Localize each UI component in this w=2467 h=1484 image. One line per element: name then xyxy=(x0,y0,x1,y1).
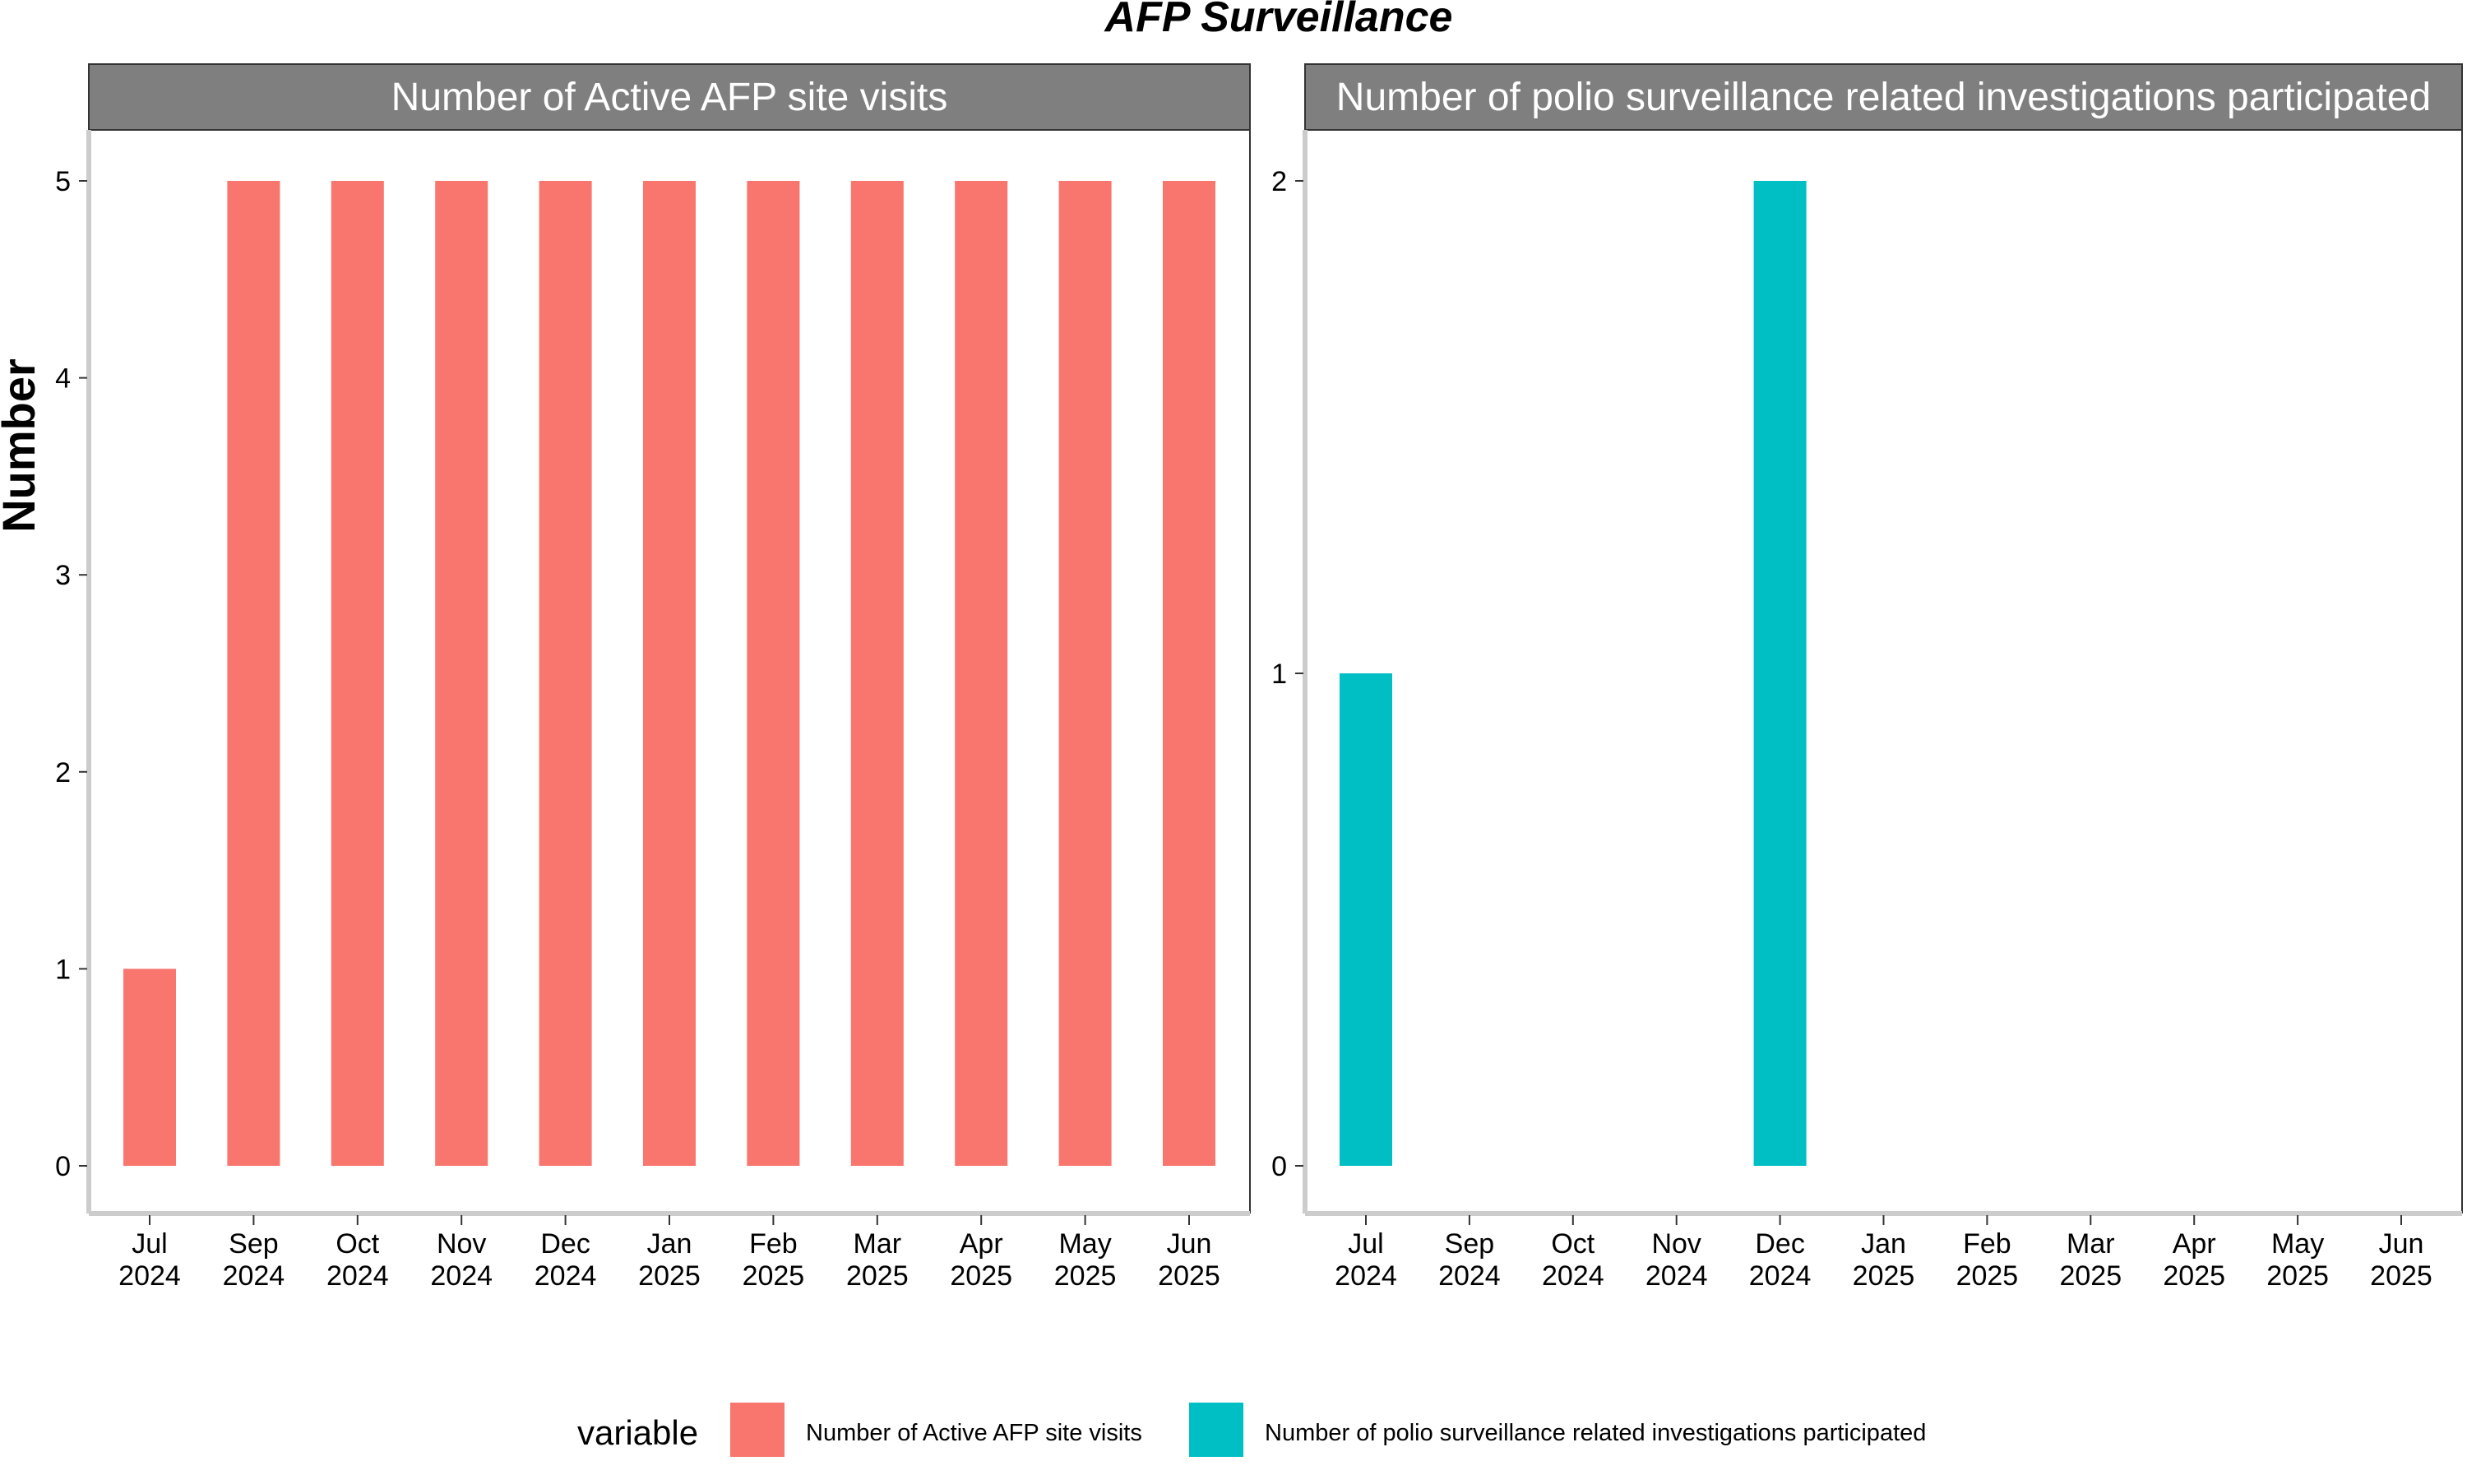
panels: Number of Active AFP site visits 0 1 2 3 4 5 Ju… xyxy=(55,63,2463,1292)
x-tick-label-year: 2025 xyxy=(1853,1260,1915,1292)
panel-2: Number of polio surveillance related inv… xyxy=(1271,63,2463,1292)
x-tick-label-year: 2024 xyxy=(118,1260,181,1292)
bar xyxy=(1340,673,1392,1166)
x-tick-label-month: Jan xyxy=(647,1228,692,1260)
bar xyxy=(747,181,800,1166)
x-tick-label-month: Sep xyxy=(1445,1228,1495,1260)
y-tick-label: 0 xyxy=(55,1151,71,1182)
x-tick-label-month: Nov xyxy=(437,1228,486,1260)
x-tick-label-month: Oct xyxy=(336,1228,379,1260)
x-tick-label-month: Jul xyxy=(132,1228,167,1260)
panel-strip xyxy=(1304,63,2463,131)
x-tick-label-month: Apr xyxy=(960,1228,1003,1260)
panel-strip xyxy=(88,63,1251,131)
x-tick-label-year: 2024 xyxy=(430,1260,493,1292)
y-tick-label: 3 xyxy=(55,560,71,591)
x-tick-label-year: 2025 xyxy=(1956,1260,2019,1292)
panel-strip-label: Number of polio surveillance related inv… xyxy=(1336,76,2431,119)
x-tick-label-year: 2024 xyxy=(1335,1260,1397,1292)
chart-title: AFP Surveillance xyxy=(1104,0,1453,41)
bar xyxy=(435,181,488,1166)
x-tick-label-year: 2025 xyxy=(638,1260,701,1292)
x-tick-label-year: 2025 xyxy=(1054,1260,1117,1292)
x-tick-label-year: 2024 xyxy=(1542,1260,1604,1292)
x-tick-label-month: Dec xyxy=(1755,1228,1804,1260)
x-tick-label-month: May xyxy=(1058,1228,1111,1260)
x-tick-label-month: May xyxy=(2271,1228,2324,1260)
x-tick-label-year: 2025 xyxy=(846,1260,909,1292)
x-tick-label-year: 2025 xyxy=(2163,1260,2225,1292)
bar xyxy=(850,181,904,1166)
legend-label-active-afp: Number of Active AFP site visits xyxy=(806,1420,1142,1446)
panel-1: Number of Active AFP site visits 0 1 2 3 4 5 Ju… xyxy=(55,63,1251,1292)
y-tick-label: 1 xyxy=(55,954,71,985)
y-tick-label: 2 xyxy=(55,757,71,788)
x-tick-label-year: 2024 xyxy=(1645,1260,1708,1292)
bar xyxy=(331,181,384,1166)
y-tick-label: 2 xyxy=(1271,166,1287,197)
bar xyxy=(643,181,696,1166)
panel-strip-label: Number of Active AFP site visits xyxy=(391,76,948,119)
bar xyxy=(955,181,1008,1166)
x-tick-label-year: 2024 xyxy=(326,1260,389,1292)
y-tick-label: 5 xyxy=(55,166,71,197)
bar xyxy=(227,181,280,1166)
x-tick-label-month: Apr xyxy=(2173,1228,2216,1260)
x-tick-label-year: 2025 xyxy=(2370,1260,2432,1292)
legend-key-active-afp xyxy=(730,1403,785,1457)
y-tick-label: 4 xyxy=(55,363,71,395)
y-axis-label: Number xyxy=(0,358,44,533)
x-tick-label-month: Dec xyxy=(540,1228,590,1260)
x-tick-label-month: Jan xyxy=(1861,1228,1906,1260)
x-tick-label-month: Oct xyxy=(1551,1228,1595,1260)
x-tick-label-year: 2025 xyxy=(743,1260,805,1292)
bar xyxy=(123,969,176,1166)
legend-key-polio-investigations xyxy=(1189,1403,1243,1457)
x-tick-label-year: 2025 xyxy=(2059,1260,2122,1292)
x-tick-label-year: 2024 xyxy=(1749,1260,1812,1292)
bar xyxy=(1753,181,1807,1166)
bar xyxy=(539,181,592,1166)
x-tick-label-month: Sep xyxy=(229,1228,279,1260)
y-tick-label: 0 xyxy=(1271,1151,1287,1182)
x-tick-label-month: Mar xyxy=(2067,1228,2115,1260)
y-tick-label: 1 xyxy=(1271,659,1287,690)
legend: variable Number of Active AFP site visit… xyxy=(577,1403,1926,1457)
x-tick-label-year: 2024 xyxy=(535,1260,597,1292)
legend-title: variable xyxy=(577,1413,698,1452)
x-tick-label-year: 2024 xyxy=(1438,1260,1501,1292)
x-tick-label-month: Feb xyxy=(749,1228,798,1260)
x-tick-label-month: Jun xyxy=(2379,1228,2424,1260)
x-tick-label-month: Feb xyxy=(1963,1228,2011,1260)
legend-label-polio-investigations: Number of polio surveillance related inv… xyxy=(1265,1420,1926,1446)
x-tick-label-year: 2025 xyxy=(950,1260,1012,1292)
bar xyxy=(1163,181,1215,1166)
x-tick-label-month: Jun xyxy=(1167,1228,1212,1260)
x-tick-label-year: 2024 xyxy=(223,1260,285,1292)
x-tick-label-year: 2025 xyxy=(1158,1260,1220,1292)
x-tick-label-month: Mar xyxy=(854,1228,902,1260)
bar xyxy=(1058,181,1112,1166)
x-tick-label-month: Jul xyxy=(1348,1228,1383,1260)
x-tick-label-year: 2025 xyxy=(2266,1260,2329,1292)
x-tick-label-month: Nov xyxy=(1651,1228,1701,1260)
